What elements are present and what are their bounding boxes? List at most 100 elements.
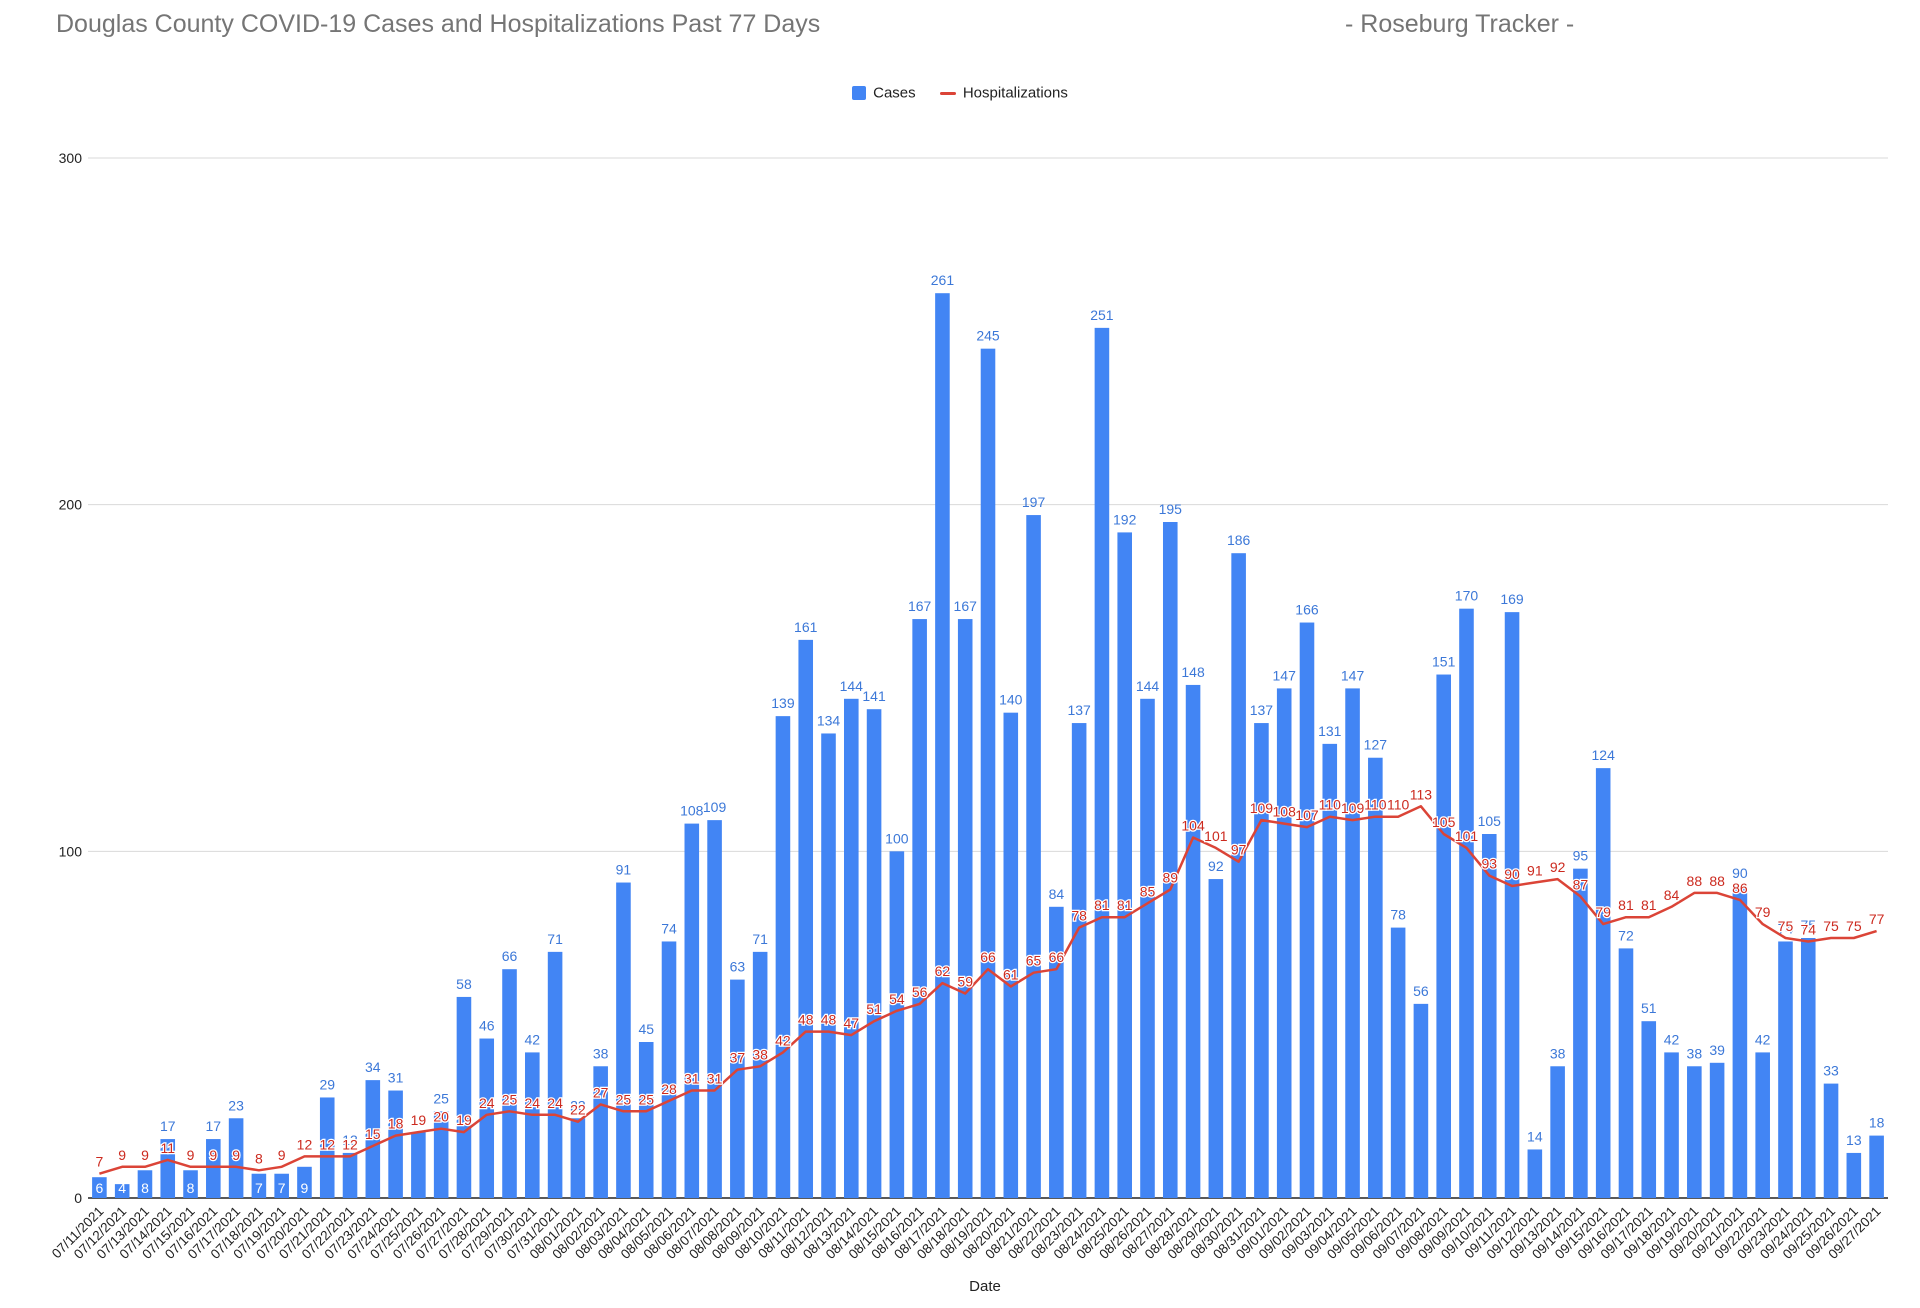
data-label-hospitalizations: 107 (1295, 807, 1319, 823)
data-label-cases: 100 (885, 830, 909, 846)
bar-cases (274, 1173, 289, 1198)
data-label-cases: 72 (1618, 927, 1634, 943)
data-label-hospitalizations: 9 (187, 1147, 195, 1163)
data-label-hospitalizations: 88 (1709, 873, 1725, 889)
data-label-hospitalizations: 18 (388, 1116, 404, 1132)
bar-cases (251, 1173, 267, 1198)
bar-cases (775, 716, 791, 1198)
data-label-cases: 186 (1227, 532, 1251, 548)
data-label-hospitalizations: 8 (255, 1150, 263, 1166)
data-label-cases: 251 (1090, 307, 1114, 323)
bar-cases (935, 293, 950, 1198)
bar-cases (479, 1038, 495, 1198)
data-label-hospitalizations: 38 (752, 1046, 768, 1062)
legend-item-cases[interactable]: Cases (852, 84, 916, 102)
data-label-cases: 42 (525, 1031, 541, 1047)
data-label-cases: 58 (456, 976, 472, 992)
data-label-cases: 23 (570, 1097, 586, 1113)
data-label-hospitalizations: 113 (1410, 786, 1433, 802)
bar-cases (1481, 834, 1497, 1198)
data-label-cases: 127 (1364, 737, 1388, 753)
bar-cases (1573, 868, 1588, 1198)
data-label-cases: 84 (1049, 886, 1065, 902)
data-label-hospitalizations: 31 (684, 1071, 700, 1087)
data-label-cases: 6 (95, 1180, 103, 1196)
bar-cases (525, 1052, 540, 1198)
data-label-hospitalizations: 65 (1026, 953, 1042, 969)
legend-swatch-hospitalizations (939, 91, 956, 95)
data-label-cases: 7 (278, 1180, 286, 1196)
bar-cases (502, 969, 517, 1198)
data-label-cases: 131 (1318, 723, 1342, 739)
bar-cases (206, 1139, 221, 1198)
data-label-hospitalizations: 66 (1049, 949, 1065, 965)
bar-cases (616, 882, 631, 1198)
bar-cases (365, 1080, 381, 1198)
y-tick-label: 100 (59, 843, 83, 859)
data-label-cases: 74 (661, 920, 677, 936)
data-label-hospitalizations: 31 (707, 1071, 723, 1087)
bar-cases (866, 709, 882, 1198)
bar-cases (1094, 327, 1110, 1198)
bar-cases (1368, 757, 1383, 1198)
data-label-cases: 9 (301, 1180, 309, 1196)
data-label-hospitalizations: 91 (1527, 863, 1543, 879)
data-label-cases: 46 (479, 1018, 495, 1034)
data-label-cases: 45 (638, 1021, 654, 1037)
data-label-hospitalizations: 92 (1550, 859, 1566, 875)
bar-cases (821, 733, 836, 1198)
data-label-hospitalizations: 78 (1071, 908, 1087, 924)
data-label-hospitalizations: 75 (1778, 918, 1794, 934)
data-label-hospitalizations: 101 (1204, 828, 1228, 844)
data-label-cases: 75 (1800, 917, 1816, 933)
data-label-cases: 170 (1455, 588, 1479, 604)
data-label-cases: 38 (593, 1045, 609, 1061)
data-label-cases: 51 (1641, 1000, 1657, 1016)
data-label-cases: 147 (1273, 667, 1297, 683)
data-label-hospitalizations: 74 (1800, 921, 1816, 937)
bar-cases (957, 619, 973, 1198)
legend: Cases Hospitalizations (0, 84, 1920, 102)
data-label-hospitalizations: 61 (1003, 967, 1019, 983)
legend-item-hospitalizations[interactable]: Hospitalizations (939, 84, 1068, 102)
bar-cases (114, 1184, 130, 1198)
bar-cases (980, 348, 996, 1199)
bar-cases (638, 1042, 654, 1198)
data-label-cases: 137 (1250, 702, 1274, 718)
data-label-cases: 17 (160, 1118, 176, 1134)
data-label-hospitalizations: 77 (1869, 911, 1885, 927)
data-label-cases: 197 (1022, 494, 1046, 510)
bar-cases (1390, 927, 1406, 1198)
bar-cases (1550, 1066, 1565, 1198)
bar-cases (661, 941, 677, 1198)
data-label-cases: 141 (862, 688, 886, 704)
bar-cases (228, 1118, 244, 1198)
data-label-cases: 108 (680, 803, 704, 819)
data-label-cases: 91 (616, 862, 632, 878)
data-label-hospitalizations: 9 (232, 1147, 240, 1163)
data-label-hospitalizations: 93 (1481, 856, 1497, 872)
data-label-cases: 139 (771, 695, 795, 711)
bar-cases (160, 1139, 176, 1198)
x-axis-title: Date (969, 1278, 1001, 1295)
legend-label-cases: Cases (873, 84, 916, 102)
data-label-cases: 71 (752, 931, 768, 947)
bar-cases (433, 1111, 449, 1198)
data-label-cases: 124 (1592, 747, 1616, 763)
data-label-cases: 42 (1664, 1031, 1680, 1047)
bar-cases (1800, 938, 1816, 1198)
bar-cases (1641, 1021, 1657, 1198)
chart-subtitle: - Roseburg Tracker - (1345, 10, 1575, 38)
data-label-cases: 90 (1732, 865, 1748, 881)
bar-cases (137, 1170, 153, 1198)
bar-cases (1664, 1052, 1679, 1198)
data-label-cases: 63 (730, 959, 746, 975)
data-label-hospitalizations: 25 (638, 1091, 654, 1107)
bar-cases (1504, 612, 1520, 1198)
bar-cases (1709, 1062, 1725, 1198)
data-label-hospitalizations: 88 (1687, 873, 1703, 889)
data-label-hospitalizations: 81 (1618, 897, 1634, 913)
data-label-hospitalizations: 9 (141, 1147, 149, 1163)
data-label-hospitalizations: 22 (570, 1102, 586, 1118)
bar-cases (388, 1090, 403, 1198)
